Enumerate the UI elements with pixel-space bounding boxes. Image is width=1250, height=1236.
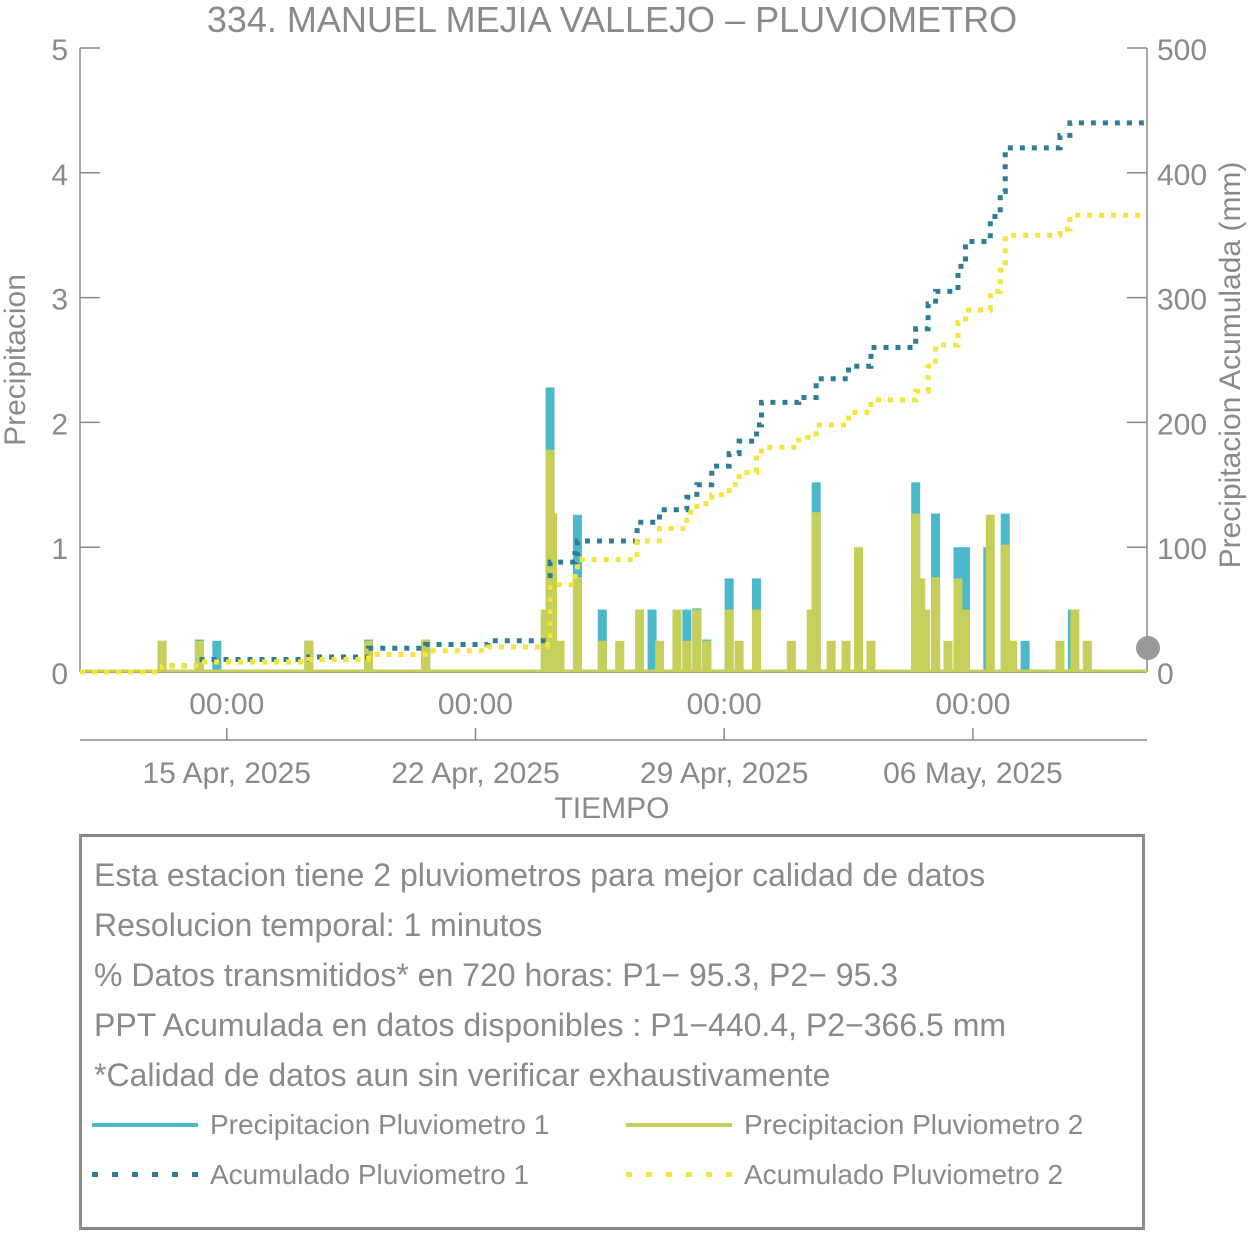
legend-swatch-acc1 xyxy=(92,1172,198,1177)
precip-bar-p1 xyxy=(212,640,222,672)
y-tick-label: 2 xyxy=(51,408,68,441)
precip-bar-p2 xyxy=(853,547,863,672)
accumulated-line-p1 xyxy=(80,120,1150,675)
info-line-transmitted: % Datos transmitidos* en 720 horas: P1− … xyxy=(94,957,899,993)
precip-bar-p2 xyxy=(572,577,582,672)
precip-bar-p2 xyxy=(692,609,702,672)
info-line-resolution: Resolucion temporal: 1 minutos xyxy=(94,907,543,943)
info-line-stations: Esta estacion tiene 2 pluviometros para … xyxy=(94,857,986,893)
x-tick-date-label: 22 Apr, 2025 xyxy=(391,757,560,790)
legend-swatch-p2 xyxy=(626,1123,732,1127)
precipitation-chart: 334. MANUEL MEJIA VALLEJO – PLUVIOMETRO … xyxy=(0,0,1247,825)
precip-bar-p2 xyxy=(635,609,645,672)
precip-bar-p2 xyxy=(1008,640,1018,672)
precip-bar-p2 xyxy=(826,640,836,672)
y-tick-label: 5 xyxy=(51,34,68,67)
precip-bar-p2 xyxy=(806,609,816,672)
x-tick-date-label: 06 May, 2025 xyxy=(883,757,1063,790)
info-line-quality-note: *Calidad de datos aun sin verificar exha… xyxy=(94,1057,831,1093)
y2-tick-label: 500 xyxy=(1157,34,1207,67)
y-tick-label: 0 xyxy=(51,658,68,691)
precip-bar-p2 xyxy=(1055,640,1065,672)
legend-item-p1: Precipitacion Pluviometro 1 xyxy=(92,1109,549,1141)
precip-bar-p2 xyxy=(734,640,744,672)
precip-bar-p2 xyxy=(786,640,796,672)
precip-bar-p2 xyxy=(157,640,167,672)
legend-solid-line-icon xyxy=(92,1115,198,1135)
legend-label-p2: Precipitacion Pluviometro 2 xyxy=(744,1109,1084,1140)
precip-bar-p2 xyxy=(911,513,921,672)
legend-item-acc1: Acumulado Pluviometro 1 xyxy=(92,1159,529,1191)
precip-bar-p2 xyxy=(811,512,821,672)
precip-bar-p2 xyxy=(841,640,851,672)
precip-bar-p2 xyxy=(548,513,558,672)
precip-bar-p2 xyxy=(724,609,734,672)
precip-bar-p2 xyxy=(953,578,963,672)
precip-bar-p2 xyxy=(702,640,712,672)
precip-bar-p2 xyxy=(866,640,876,672)
precip-bar-p2 xyxy=(921,609,931,672)
precip-bar-p2 xyxy=(985,514,995,672)
precip-bar-p2 xyxy=(655,640,665,672)
y2-tick-label: 200 xyxy=(1157,408,1207,441)
y-tick-label: 3 xyxy=(51,284,68,317)
info-box: Esta estacion tiene 2 pluviometros para … xyxy=(79,834,1145,1230)
legend-item-p2: Precipitacion Pluviometro 2 xyxy=(626,1109,1083,1141)
scroll-handle[interactable] xyxy=(1136,636,1160,660)
y2-tick-label: 0 xyxy=(1157,658,1174,691)
x-tick-time-label: 00:00 xyxy=(189,688,264,721)
precip-bar-p2 xyxy=(555,640,565,672)
legend-solid-line-icon xyxy=(626,1115,732,1135)
x-tick-time-label: 00:00 xyxy=(687,688,762,721)
precip-bar-p1 xyxy=(647,609,657,672)
legend-label-acc2: Acumulado Pluviometro 2 xyxy=(744,1159,1064,1190)
y2-tick-label: 100 xyxy=(1157,533,1207,566)
legend-item-acc2: Acumulado Pluviometro 2 xyxy=(626,1159,1063,1191)
x-tick-date-label: 15 Apr, 2025 xyxy=(142,757,311,790)
precip-bar-p2 xyxy=(1000,544,1010,672)
y-axis-label: Precipitacion xyxy=(0,274,32,446)
precip-bar-p2 xyxy=(931,577,941,672)
precip-bar-p2 xyxy=(597,640,607,672)
x-tick-time-label: 00:00 xyxy=(935,688,1010,721)
legend-dotted-line-icon xyxy=(626,1165,732,1185)
legend-swatch-acc2 xyxy=(626,1172,732,1177)
info-line-accumulated: PPT Acumulada en datos disponibles : P1−… xyxy=(94,1007,1006,1043)
y2-axis-label: Precipitacion Acumulada (mm) xyxy=(1214,162,1247,569)
precip-bar-p2 xyxy=(752,609,762,672)
chart-title: 334. MANUEL MEJIA VALLEJO – PLUVIOMETRO xyxy=(207,0,1017,40)
precip-bar-p2 xyxy=(943,640,953,672)
legend-label-p1: Precipitacion Pluviometro 1 xyxy=(210,1109,550,1140)
legend-label-acc1: Acumulado Pluviometro 1 xyxy=(210,1159,530,1190)
precip-bar-p2 xyxy=(960,609,970,672)
precip-bar-p2 xyxy=(682,640,692,672)
x-tick-date-label: 29 Apr, 2025 xyxy=(640,757,809,790)
precip-bar-p1 xyxy=(1020,640,1030,672)
y-tick-label: 4 xyxy=(51,159,68,192)
precip-bar-p2 xyxy=(1070,609,1080,672)
precip-bar-p2 xyxy=(672,609,682,672)
y2-tick-label: 300 xyxy=(1157,284,1207,317)
precip-bar-p2 xyxy=(1082,640,1092,672)
legend-dotted-line-icon xyxy=(92,1165,198,1185)
legend-swatch-p1 xyxy=(92,1123,198,1127)
x-axis-label: TIEMPO xyxy=(554,792,669,825)
precip-bar-p2 xyxy=(916,578,926,672)
precip-bar-p2 xyxy=(615,640,625,672)
y-tick-label: 1 xyxy=(51,533,68,566)
x-tick-time-label: 00:00 xyxy=(438,688,513,721)
y2-tick-label: 400 xyxy=(1157,159,1207,192)
precip-bar-p2 xyxy=(194,640,204,672)
